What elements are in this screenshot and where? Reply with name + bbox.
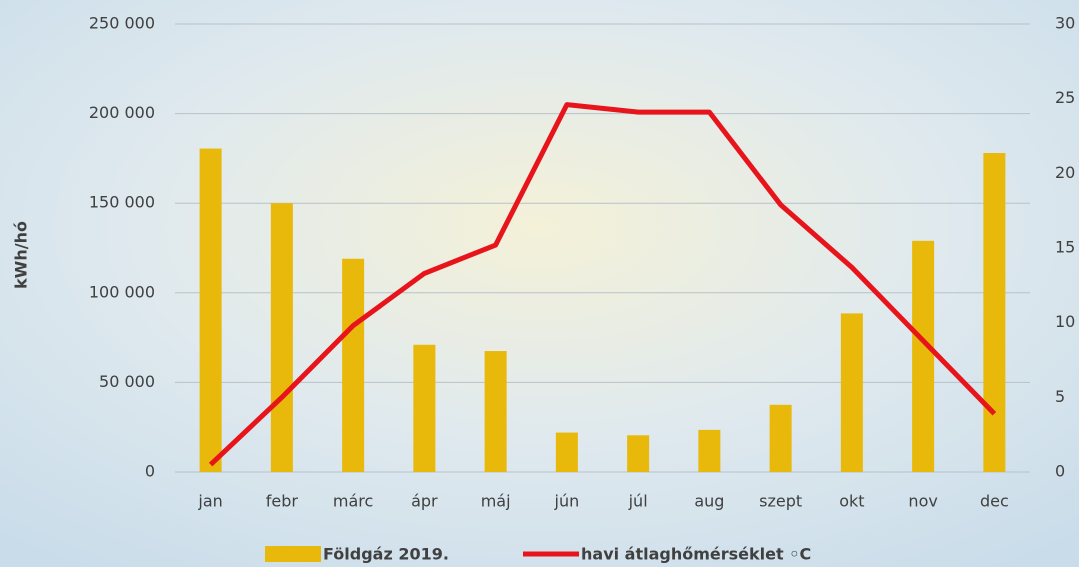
y-axis-label: kWh/hó	[12, 221, 31, 289]
x-tick-label: ápr	[411, 492, 438, 511]
y2-tick-label: 30	[1055, 14, 1075, 33]
y-tick-label: 50 000	[99, 372, 155, 391]
bar	[840, 313, 863, 472]
legend-label: havi átlaghőmérséklet ◦C	[581, 545, 811, 564]
x-tick-label: febr	[266, 492, 299, 511]
y-tick-label: 100 000	[89, 282, 155, 301]
bar	[199, 148, 222, 472]
y-tick-label: 250 000	[89, 14, 155, 33]
y2-tick-label: 20	[1055, 163, 1075, 182]
x-tick-label: okt	[839, 492, 864, 511]
x-tick-label: aug	[694, 492, 724, 511]
legend-label: Földgáz 2019.	[323, 545, 449, 564]
bar	[342, 258, 365, 472]
x-tick-label: nov	[908, 492, 937, 511]
bar	[983, 153, 1006, 473]
y-tick-label: 150 000	[89, 193, 155, 212]
y2-tick-label: 0	[1055, 462, 1065, 481]
line	[208, 102, 997, 467]
y-tick-label: 200 000	[89, 103, 155, 122]
x-tick-label: szept	[759, 492, 802, 511]
bar	[413, 344, 436, 472]
bar	[270, 203, 293, 472]
y2-tick-label: 5	[1055, 387, 1065, 406]
bar	[698, 429, 721, 472]
x-tick-label: jan	[197, 492, 222, 511]
legend-swatch	[265, 546, 321, 562]
x-tick-label: dec	[980, 492, 1009, 511]
x-tick-label: máj	[481, 492, 511, 511]
bar	[627, 435, 650, 472]
x-tick-label: jún	[554, 492, 580, 511]
bar	[912, 240, 935, 472]
bar	[484, 351, 507, 472]
y-tick-label: 0	[145, 462, 155, 481]
y2-tick-label: 10	[1055, 312, 1075, 331]
y2-tick-label: 25	[1055, 88, 1075, 107]
x-tick-label: júl	[628, 492, 648, 511]
x-tick-label: márc	[333, 492, 373, 511]
bar	[555, 432, 578, 472]
y2-tick-label: 15	[1055, 238, 1075, 257]
bar	[769, 404, 792, 472]
